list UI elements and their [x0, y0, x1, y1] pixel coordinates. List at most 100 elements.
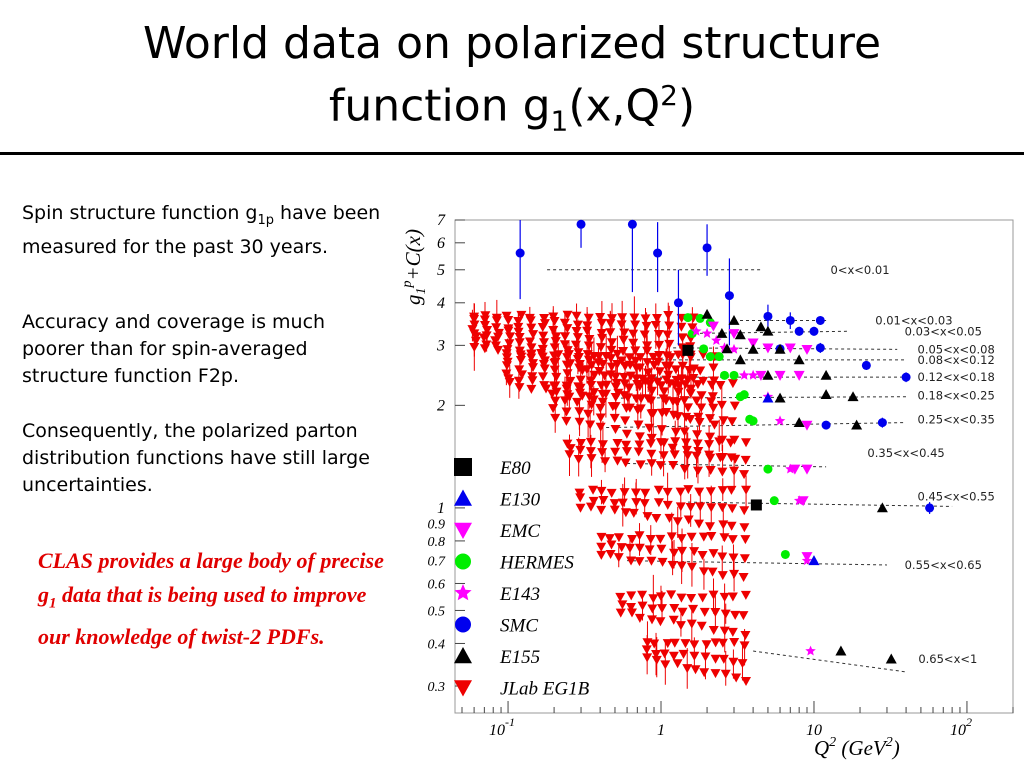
- jlab-point: [662, 330, 673, 340]
- jlab-point: [727, 627, 738, 637]
- jlab-point: [605, 550, 616, 560]
- jlab-point: [596, 550, 607, 560]
- jlab-point: [661, 361, 672, 371]
- jlab-point: [669, 380, 680, 390]
- jlab-point: [482, 326, 493, 336]
- fit-line: [753, 650, 907, 673]
- jlab-point: [642, 346, 653, 356]
- legend-label: SMC: [500, 616, 538, 637]
- jlab-point: [691, 451, 702, 461]
- jlab-point: [664, 321, 675, 331]
- e155-point: [747, 343, 759, 354]
- e155-point: [885, 653, 897, 664]
- jlab-point: [504, 339, 515, 349]
- jlab-point: [571, 327, 582, 337]
- emc-point: [728, 329, 740, 340]
- jlab-point: [670, 437, 681, 447]
- jlab-point: [709, 420, 720, 430]
- jlab-point: [609, 413, 620, 423]
- fit-line: [673, 347, 898, 350]
- jlab-point: [628, 508, 639, 518]
- smc-point: [673, 298, 683, 308]
- jlab-point: [669, 638, 680, 648]
- hermes-point: [769, 496, 779, 506]
- jlab-point: [632, 405, 643, 415]
- jlab-point: [653, 498, 664, 508]
- e155-point: [755, 321, 767, 332]
- e155-point: [835, 645, 847, 656]
- smc-point: [724, 291, 734, 301]
- jlab-point: [610, 447, 621, 457]
- legend-label: HERMES: [499, 553, 574, 574]
- jlab-point: [640, 488, 651, 498]
- jlab-point: [668, 410, 679, 420]
- jlab-point: [719, 533, 730, 543]
- jlab-point: [610, 424, 621, 434]
- jlab-point: [479, 344, 490, 354]
- jlab-point: [729, 466, 740, 476]
- jlab-point: [740, 455, 751, 465]
- jlab-point: [710, 638, 721, 648]
- jlab-point: [701, 640, 712, 650]
- jlab-point: [572, 397, 583, 407]
- clas-text-post: data that is being used to improve our k…: [38, 582, 367, 650]
- jlab-point: [670, 427, 681, 437]
- xlabel-unit: (GeV: [836, 736, 888, 760]
- jlab-point: [525, 316, 536, 326]
- jlab-point: [616, 543, 627, 553]
- jlab-point: [652, 314, 663, 324]
- jlab-point: [478, 333, 489, 343]
- jlab-point: [689, 651, 700, 661]
- jlab-point: [728, 553, 739, 563]
- jlab-point: [681, 438, 692, 448]
- jlab-point: [606, 540, 617, 550]
- jlab-point: [682, 375, 693, 385]
- jlab-point: [673, 387, 684, 397]
- jlab-point: [644, 423, 655, 433]
- e80-point: [682, 344, 694, 356]
- bin-label: 0<x<0.01: [831, 263, 890, 277]
- jlab-point: [697, 593, 708, 603]
- jlab-point: [491, 323, 502, 333]
- legend-marker: [454, 680, 472, 697]
- jlab-point: [656, 425, 667, 435]
- jlab-point: [503, 326, 514, 336]
- y-tick-label: 3: [436, 337, 445, 354]
- jlab-point: [609, 499, 620, 509]
- jlab-point: [564, 450, 575, 460]
- jlab-point: [739, 641, 750, 651]
- jlab-point: [612, 360, 623, 370]
- jlab-point: [645, 439, 656, 449]
- y-tick-label: 1: [437, 500, 445, 517]
- jlab-point: [706, 397, 717, 407]
- jlab-point: [662, 351, 673, 361]
- jlab-point: [600, 457, 611, 467]
- jlab-point: [655, 592, 666, 602]
- jlab-point: [586, 381, 597, 391]
- jlab-point: [693, 412, 704, 422]
- e155-point: [716, 328, 728, 338]
- jlab-point: [582, 326, 593, 336]
- jlab-point: [559, 396, 570, 406]
- e143-point: [805, 645, 816, 656]
- emc-point: [707, 321, 719, 332]
- jlab-point: [686, 532, 697, 542]
- smc-point: [901, 372, 911, 382]
- jlab-point: [727, 535, 738, 545]
- jlab-point: [696, 621, 707, 631]
- jlab-point: [664, 513, 675, 523]
- jlab-point: [586, 361, 597, 371]
- jlab-point: [660, 660, 671, 670]
- jlab-point: [526, 323, 537, 333]
- jlab-point: [727, 379, 738, 389]
- jlab-point: [719, 626, 730, 636]
- jlab-point: [527, 363, 538, 373]
- jlab-point: [538, 331, 549, 341]
- jlab-point: [607, 402, 618, 412]
- jlab-point: [710, 607, 721, 617]
- jlab-point: [537, 372, 548, 382]
- jlab-point: [595, 422, 606, 432]
- slide-title: World data on polarized structure functi…: [0, 18, 1024, 147]
- jlab-point: [634, 557, 645, 567]
- jlab-point: [561, 381, 572, 391]
